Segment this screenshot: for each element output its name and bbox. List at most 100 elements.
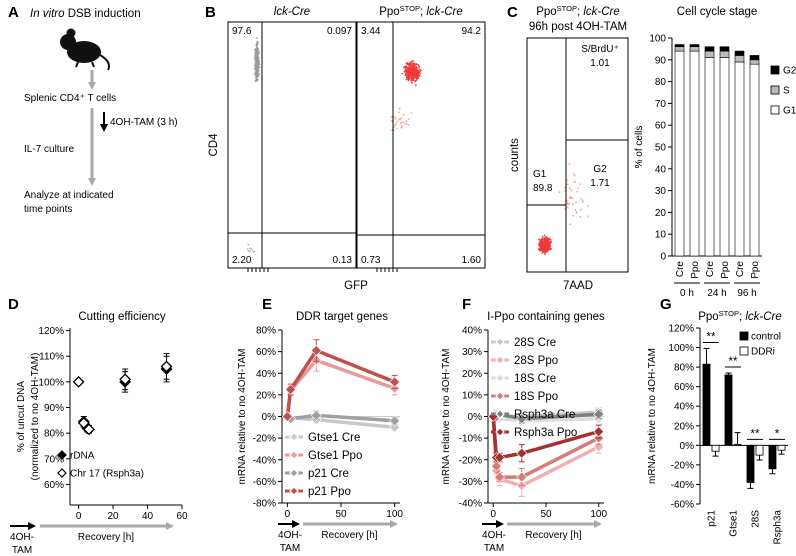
event-dot bbox=[255, 77, 258, 79]
legend-label: G1 bbox=[783, 106, 796, 117]
y-tick-label: 70 bbox=[655, 99, 667, 110]
significance-label: ** bbox=[707, 332, 716, 344]
x-tick-label: 0 bbox=[490, 509, 496, 520]
legend-label: Rsph3a Cre bbox=[514, 409, 575, 421]
event-dot bbox=[255, 78, 258, 81]
bar-segment bbox=[719, 46, 730, 52]
mouse-icon bbox=[60, 28, 110, 71]
event-dot bbox=[572, 203, 574, 206]
y-tick-label: 90 bbox=[655, 55, 667, 66]
y-axis-label: mRNA relative to no 4OH-TAM bbox=[647, 348, 658, 484]
event-dot bbox=[543, 244, 545, 247]
event-dot bbox=[572, 173, 575, 175]
event-dot bbox=[566, 206, 569, 209]
error-bar bbox=[734, 432, 741, 445]
plot-frame bbox=[227, 21, 357, 269]
y-tick-label: 20 bbox=[655, 208, 667, 219]
event-dot bbox=[410, 112, 413, 114]
panel-letter: A bbox=[8, 4, 19, 21]
event-dot bbox=[539, 241, 542, 244]
event-dot bbox=[418, 71, 421, 74]
event-dot bbox=[545, 236, 548, 238]
y-tick-label: 100% bbox=[668, 343, 694, 354]
event-dot bbox=[570, 189, 573, 192]
event-dot bbox=[573, 174, 576, 177]
y-tick-label: 10 bbox=[655, 230, 667, 241]
x-tick-label: 20 bbox=[108, 511, 120, 522]
legend-marker bbox=[289, 468, 299, 478]
event-dot bbox=[571, 197, 574, 200]
group-label: 96 h bbox=[737, 288, 756, 299]
gate-name: G2 bbox=[593, 164, 607, 175]
bar-segment bbox=[674, 50, 685, 257]
event-dot bbox=[543, 250, 546, 253]
text-part: Ppo bbox=[698, 311, 718, 323]
plot-frame bbox=[356, 21, 486, 269]
event-dot bbox=[249, 250, 252, 253]
quadrant-value: 94.2 bbox=[462, 26, 482, 37]
event-dot bbox=[564, 208, 566, 211]
data-point bbox=[285, 384, 297, 395]
text-part: STOP bbox=[400, 4, 420, 13]
event-dot bbox=[411, 75, 414, 78]
event-dot bbox=[254, 51, 257, 54]
event-dot bbox=[248, 247, 251, 250]
panel-letter: G bbox=[660, 296, 672, 313]
event-dot bbox=[256, 75, 258, 78]
legend-marker bbox=[57, 450, 67, 460]
event-dot bbox=[569, 187, 571, 190]
event-dot bbox=[396, 127, 398, 130]
quadrant-value: 97.6 bbox=[232, 26, 252, 37]
treatment-label: 4OH- bbox=[10, 532, 34, 543]
text-part: lck-Cre bbox=[745, 311, 781, 323]
legend-marker bbox=[495, 355, 505, 365]
event-dot bbox=[405, 120, 408, 123]
event-dot bbox=[256, 71, 258, 74]
y-tick-label: 120% bbox=[38, 326, 64, 337]
y-tick-label: 60% bbox=[256, 347, 276, 358]
event-dot bbox=[257, 72, 260, 75]
event-dot bbox=[586, 215, 589, 218]
event-dot bbox=[408, 63, 411, 66]
event-dot bbox=[544, 242, 547, 245]
gate-name: S/BrdU⁺ bbox=[581, 44, 619, 55]
y-tick-label: -20% bbox=[671, 460, 694, 471]
y-tick-label: 70% bbox=[44, 454, 64, 465]
bar-segment bbox=[719, 57, 730, 257]
event-dot bbox=[545, 250, 547, 253]
text-part: STOP bbox=[557, 4, 577, 13]
data-point bbox=[72, 375, 85, 388]
event-dot bbox=[543, 240, 546, 243]
data-point bbox=[119, 373, 132, 386]
gate-value: 1.01 bbox=[590, 58, 610, 69]
error-bar bbox=[712, 451, 719, 457]
event-dot bbox=[401, 125, 403, 127]
event-dot bbox=[411, 82, 413, 84]
event-dot bbox=[399, 118, 401, 120]
y-tick-label: -30% bbox=[459, 477, 482, 488]
plot-title: PpoSTOP; lck-Cre bbox=[379, 4, 463, 19]
event-dot bbox=[254, 56, 256, 59]
event-dot bbox=[412, 79, 415, 82]
event-dot bbox=[402, 66, 405, 68]
text-part: Ppo bbox=[379, 6, 399, 18]
bar-segment bbox=[674, 44, 685, 48]
x-axis-label: Recovery [h] bbox=[525, 530, 581, 541]
x-axis-label: Recovery [h] bbox=[321, 530, 377, 541]
chart-title: PpoSTOP; lck-Cre bbox=[698, 309, 782, 324]
bar bbox=[733, 443, 742, 446]
event-dot bbox=[540, 239, 543, 242]
event-dot bbox=[558, 191, 561, 194]
event-dot bbox=[256, 61, 258, 63]
event-dot bbox=[579, 183, 582, 186]
panel-title: In vitro DSB induction bbox=[30, 8, 141, 20]
legend-marker bbox=[495, 337, 505, 347]
error-bar bbox=[725, 372, 732, 375]
legend-label: p21 Ppo bbox=[308, 486, 351, 498]
plot-title: PpoSTOP; lck-Cre bbox=[536, 4, 620, 19]
event-dot bbox=[548, 246, 550, 249]
event-dot bbox=[574, 209, 577, 212]
event-dot bbox=[419, 68, 421, 71]
x-tick-label: Ppo bbox=[690, 261, 701, 279]
bar-segment bbox=[734, 61, 745, 257]
